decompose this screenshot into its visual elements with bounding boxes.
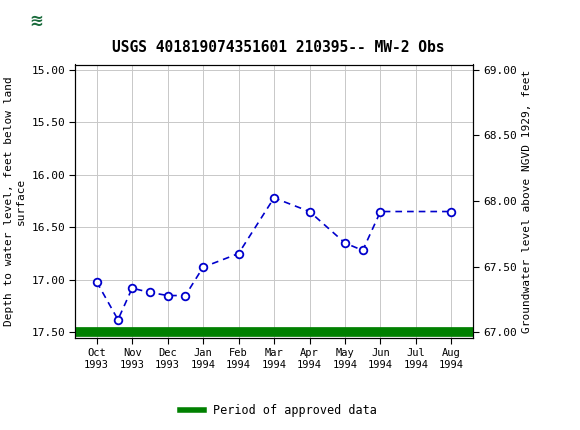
- Text: ≋: ≋: [30, 12, 44, 29]
- Y-axis label: Depth to water level, feet below land
surface: Depth to water level, feet below land su…: [4, 76, 26, 326]
- Text: USGS: USGS: [87, 11, 147, 30]
- FancyBboxPatch shape: [3, 3, 70, 37]
- Text: USGS 401819074351601 210395-- MW-2 Obs: USGS 401819074351601 210395-- MW-2 Obs: [112, 40, 445, 55]
- Y-axis label: Groundwater level above NGVD 1929, feet: Groundwater level above NGVD 1929, feet: [523, 69, 532, 333]
- Legend: Period of approved data: Period of approved data: [175, 399, 382, 422]
